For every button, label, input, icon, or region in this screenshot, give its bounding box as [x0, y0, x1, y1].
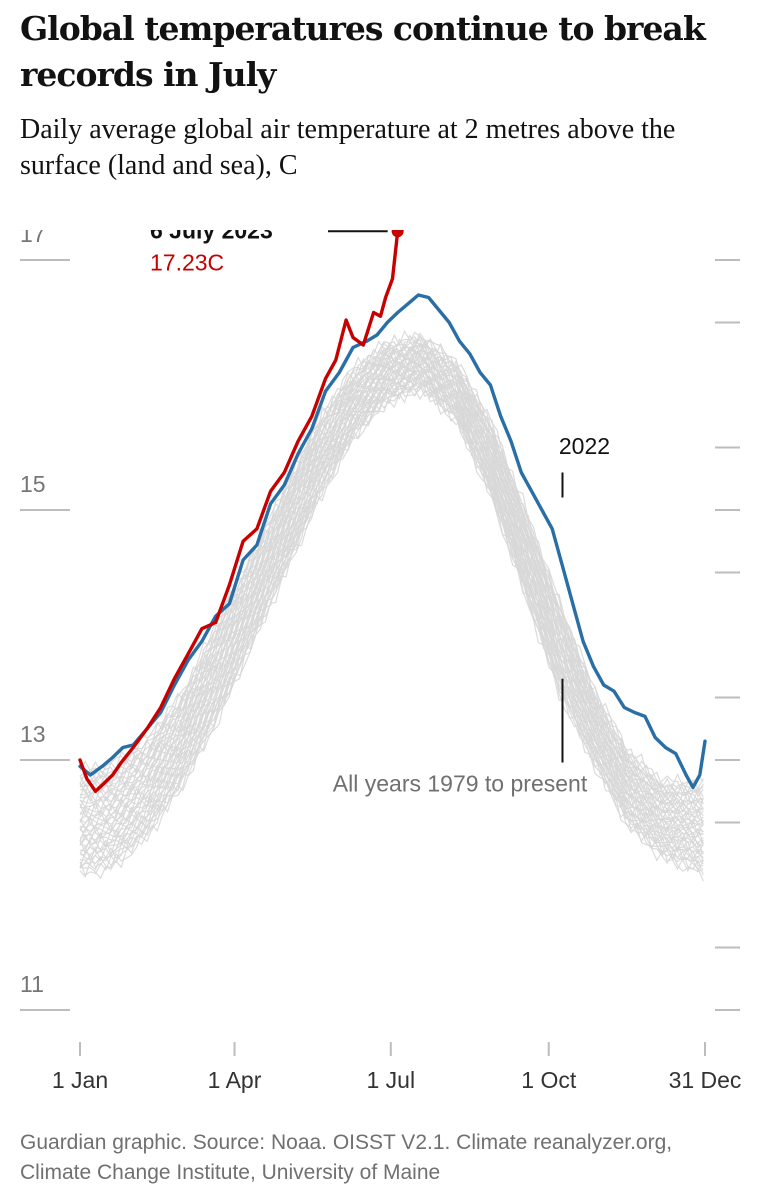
historical-year-line	[79, 374, 704, 863]
y-tick-label: 11	[20, 971, 44, 997]
x-tick-label: 1 Jan	[52, 1067, 108, 1093]
historical-year-line	[79, 349, 704, 823]
series-2023-line	[78, 230, 400, 793]
temperature-line-chart: 17 15 13 11 1 Jan 1 Apr 1 Jul 1 Oct 31 Dec 6 Ju…	[20, 230, 742, 1093]
historical-label: All years 1979 to present	[333, 770, 588, 796]
historical-year-line	[79, 350, 704, 825]
x-axis: 1 Jan 1 Apr 1 Jul 1 Oct 31 Dec	[52, 1042, 742, 1093]
peak-date-label: 6 July 2023	[150, 230, 273, 243]
page-title: Global temperatures continue to break re…	[20, 9, 706, 94]
x-tick-label: 31 Dec	[669, 1067, 742, 1093]
peak-point	[391, 230, 404, 238]
historical-lines	[79, 329, 704, 882]
highlighted-series	[78, 230, 707, 793]
y-tick-label: 13	[20, 721, 46, 747]
historical-year-line	[79, 388, 704, 880]
y-tick-label: 15	[20, 471, 46, 497]
historical-year-line	[79, 329, 704, 796]
historical-year-line	[79, 364, 704, 844]
x-tick-label: 1 Oct	[521, 1067, 577, 1093]
historical-year-line	[79, 373, 704, 855]
x-tick-label: 1 Apr	[208, 1067, 262, 1093]
chart-annotations: 6 July 2023 17.23C 2022 All years 1979 t…	[150, 230, 610, 796]
y-tick-label: 17	[20, 230, 46, 247]
page-subtitle: Daily average global air temperature at …	[20, 114, 676, 181]
series-2022-label: 2022	[559, 433, 610, 459]
y-axis-ticks: 17 15 13 11	[20, 230, 740, 1011]
x-tick-label: 1 Jul	[366, 1067, 415, 1093]
historical-year-line	[79, 332, 704, 799]
peak-value-label: 17.23C	[150, 249, 224, 275]
series-2022-line	[78, 293, 707, 790]
source-note: Guardian graphic. Source: Noaa. OISST V2…	[20, 1131, 673, 1184]
